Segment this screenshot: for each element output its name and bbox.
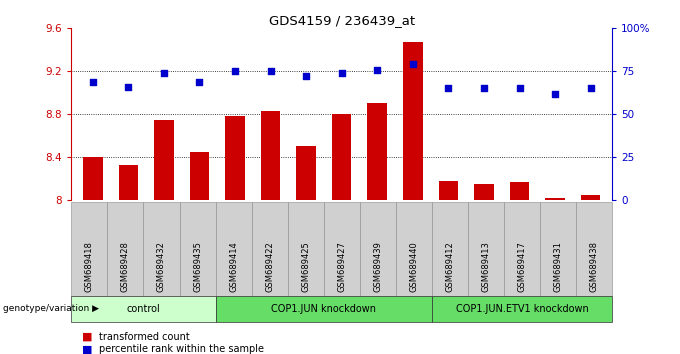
Bar: [190, 152, 209, 200]
Point: [514, 86, 525, 91]
Text: genotype/variation ▶: genotype/variation ▶: [3, 304, 99, 313]
Bar: [545, 198, 565, 200]
Point: [443, 86, 454, 91]
Bar: [261, 111, 280, 200]
Text: GSM689428: GSM689428: [121, 241, 130, 292]
Text: GSM689425: GSM689425: [301, 241, 310, 292]
Text: GSM689413: GSM689413: [481, 241, 490, 292]
Text: GSM689418: GSM689418: [85, 241, 94, 292]
Text: ■: ■: [82, 344, 92, 354]
Text: control: control: [126, 304, 160, 314]
Text: GSM689414: GSM689414: [229, 241, 238, 292]
Bar: [332, 114, 352, 200]
Point: [336, 70, 347, 76]
Point: [123, 84, 134, 90]
Bar: [367, 103, 387, 200]
Point: [585, 86, 596, 91]
Bar: [403, 42, 422, 200]
Text: GSM689431: GSM689431: [554, 241, 562, 292]
Point: [301, 74, 311, 79]
Text: GSM689417: GSM689417: [517, 241, 526, 292]
Bar: [225, 116, 245, 200]
Point: [230, 68, 241, 74]
Point: [87, 79, 98, 84]
Text: GSM689438: GSM689438: [590, 241, 598, 292]
Bar: [83, 157, 103, 200]
Point: [372, 67, 383, 72]
Text: transformed count: transformed count: [99, 332, 189, 342]
Bar: [154, 120, 173, 200]
Text: GSM689422: GSM689422: [265, 241, 274, 292]
Bar: [474, 184, 494, 200]
Point: [479, 86, 490, 91]
Text: GSM689435: GSM689435: [193, 241, 202, 292]
Text: GSM689412: GSM689412: [445, 241, 454, 292]
Text: GSM689440: GSM689440: [409, 241, 418, 292]
Text: GSM689432: GSM689432: [157, 241, 166, 292]
Point: [158, 70, 169, 76]
Bar: [510, 182, 529, 200]
Bar: [118, 165, 138, 200]
Text: ■: ■: [82, 332, 92, 342]
Bar: [296, 146, 316, 200]
Point: [407, 62, 418, 67]
Bar: [439, 181, 458, 200]
Point: [265, 68, 276, 74]
Point: [194, 79, 205, 84]
Bar: [581, 195, 600, 200]
Text: COP1.JUN.ETV1 knockdown: COP1.JUN.ETV1 knockdown: [456, 304, 588, 314]
Text: percentile rank within the sample: percentile rank within the sample: [99, 344, 264, 354]
Text: GSM689439: GSM689439: [373, 241, 382, 292]
Title: GDS4159 / 236439_at: GDS4159 / 236439_at: [269, 14, 415, 27]
Text: COP1.JUN knockdown: COP1.JUN knockdown: [271, 304, 376, 314]
Point: [549, 91, 560, 96]
Text: GSM689427: GSM689427: [337, 241, 346, 292]
